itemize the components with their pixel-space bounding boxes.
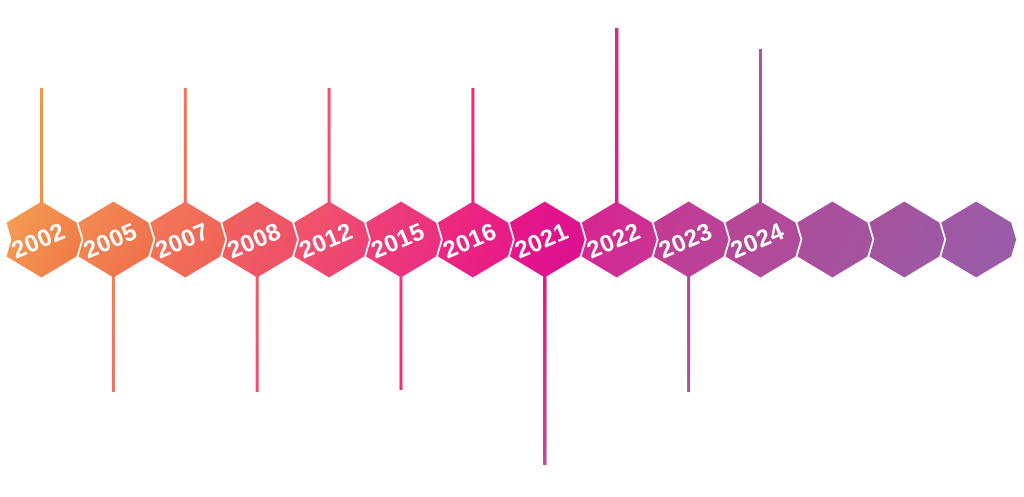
year-hexagon: [797, 201, 873, 278]
timeline-item-future: [941, 201, 1017, 278]
year-hexagon: [6, 201, 82, 278]
timeline-item-future: [797, 201, 873, 278]
connector-line: [183, 88, 187, 203]
connector-line: [759, 49, 762, 203]
timeline-item-2024: 2024: [725, 49, 801, 278]
connector-line: [327, 88, 331, 203]
year-hexagon: [581, 201, 657, 278]
timeline-item-2023: 2023: [653, 201, 729, 392]
year-hexagon: [653, 201, 729, 278]
timeline-item-2008: 2008: [222, 201, 298, 392]
year-hexagon: [222, 201, 298, 278]
year-hexagon: [941, 201, 1017, 278]
connector-line: [399, 276, 403, 390]
connector-line: [111, 276, 115, 392]
year-hexagon: [509, 201, 585, 278]
timeline-item-2022: 2022: [581, 28, 657, 278]
year-hexagon: [294, 201, 370, 278]
year-hexagon: [725, 201, 801, 278]
connector-line: [255, 276, 259, 392]
connector-line: [543, 276, 547, 465]
connector-line: [687, 276, 691, 392]
timeline-item-future: [869, 201, 945, 278]
connector-line: [614, 28, 619, 203]
timeline-item-2016: 2016: [437, 88, 513, 278]
timeline-item-2002: 2002: [6, 88, 82, 278]
timeline-item-2012: 2012: [294, 88, 370, 278]
timeline-item-2007: 2007: [150, 88, 226, 278]
year-hexagon: [366, 201, 441, 278]
timeline-item-2005: 2005: [78, 201, 154, 392]
connector-line: [471, 88, 475, 203]
year-hexagon: [437, 201, 513, 278]
timeline-item-2021: 2021: [509, 201, 585, 465]
year-hexagon: [150, 201, 226, 278]
year-hexagon: [78, 201, 154, 278]
connector-line: [40, 88, 43, 203]
timeline-item-2015: 2015: [366, 201, 441, 390]
year-hexagon: [869, 201, 945, 278]
